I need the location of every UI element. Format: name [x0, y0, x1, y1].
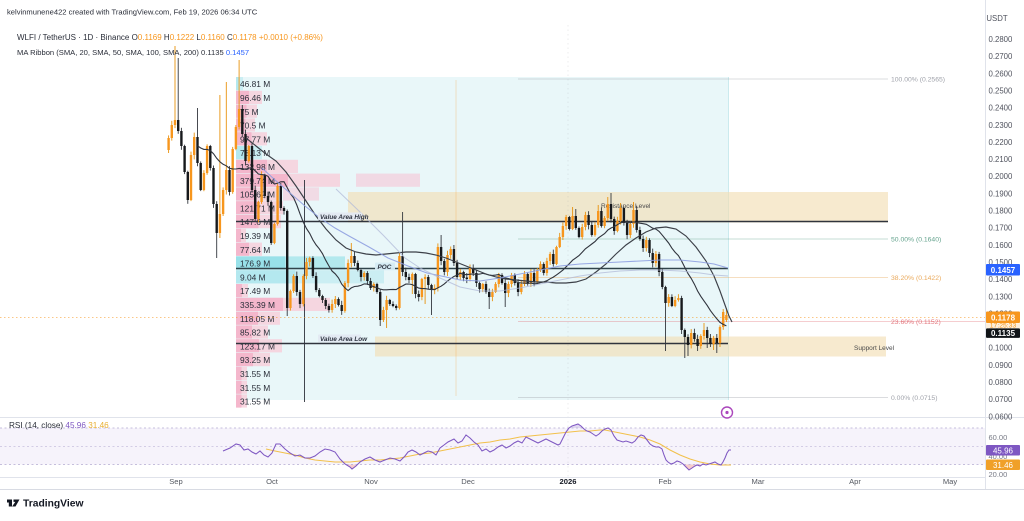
- svg-text:0.2600: 0.2600: [989, 69, 1014, 78]
- svg-text:Value Area Low: Value Area Low: [320, 336, 368, 343]
- svg-text:0.0800: 0.0800: [989, 378, 1014, 387]
- svg-text:17.49 M: 17.49 M: [240, 286, 270, 296]
- svg-text:0.0700: 0.0700: [989, 395, 1014, 404]
- svg-text:May: May: [943, 477, 958, 486]
- svg-text:Nov: Nov: [364, 477, 378, 486]
- svg-text:0.00% (0.0715): 0.00% (0.0715): [891, 395, 937, 402]
- svg-text:60.00: 60.00: [989, 433, 1008, 442]
- svg-text:132.98 M: 132.98 M: [240, 162, 275, 172]
- svg-text:POC: POC: [378, 264, 392, 271]
- svg-text:Support Level: Support Level: [854, 345, 895, 352]
- svg-text:0.2700: 0.2700: [989, 52, 1014, 61]
- svg-text:31.55 M: 31.55 M: [240, 383, 270, 393]
- svg-text:Resistance Level: Resistance Level: [601, 203, 651, 210]
- svg-text:50.00% (0.1640): 50.00% (0.1640): [891, 237, 941, 244]
- svg-text:Mar: Mar: [751, 477, 765, 486]
- svg-text:85.82 M: 85.82 M: [240, 328, 270, 338]
- svg-text:335.39 M: 335.39 M: [240, 300, 275, 310]
- svg-text:105.62 M: 105.62 M: [240, 190, 275, 200]
- svg-text:TradingView: TradingView: [23, 499, 84, 510]
- svg-text:0.2200: 0.2200: [989, 138, 1014, 147]
- svg-text:75 M: 75 M: [240, 107, 259, 117]
- svg-text:Value Area High: Value Area High: [320, 214, 369, 221]
- svg-text:0.2300: 0.2300: [989, 121, 1014, 130]
- svg-text:20.00: 20.00: [989, 470, 1008, 479]
- svg-text:123.17 M: 123.17 M: [240, 341, 275, 351]
- svg-text:0.1800: 0.1800: [989, 207, 1014, 216]
- svg-text:0.0600: 0.0600: [989, 412, 1014, 421]
- svg-text:0.1457: 0.1457: [991, 266, 1016, 275]
- svg-text:176.9 M: 176.9 M: [240, 259, 270, 269]
- svg-text:Feb: Feb: [658, 477, 671, 486]
- svg-text:0.1300: 0.1300: [989, 292, 1014, 301]
- svg-text:Sep: Sep: [169, 477, 183, 486]
- svg-text:USDT: USDT: [986, 14, 1007, 23]
- svg-text:97.77 M: 97.77 M: [240, 134, 270, 144]
- svg-text:73.13 M: 73.13 M: [240, 148, 270, 158]
- svg-text:379.74 M: 379.74 M: [240, 176, 275, 186]
- svg-text:118.05 M: 118.05 M: [240, 314, 274, 324]
- svg-text:0.1600: 0.1600: [989, 241, 1014, 250]
- svg-text:RSI (14, close) 45.96 31.46: RSI (14, close) 45.96 31.46: [9, 421, 109, 430]
- svg-text:Apr: Apr: [849, 477, 861, 486]
- svg-text:MA Ribbon (SMA, 20, SMA, 50, S: MA Ribbon (SMA, 20, SMA, 50, SMA, 100, S…: [17, 48, 249, 57]
- svg-text:17:25:33: 17:25:33: [990, 323, 1017, 330]
- svg-text:0.2000: 0.2000: [989, 172, 1014, 181]
- svg-text:38.20% (0.1422): 38.20% (0.1422): [891, 275, 941, 282]
- svg-text:Oct: Oct: [266, 477, 279, 486]
- svg-text:kelvinmunene422 created with T: kelvinmunene422 created with TradingView…: [7, 8, 258, 17]
- svg-text:31.55 M: 31.55 M: [240, 397, 270, 407]
- svg-text:45.96: 45.96: [993, 447, 1014, 456]
- svg-text:0.1500: 0.1500: [989, 258, 1014, 267]
- svg-text:31.55 M: 31.55 M: [240, 369, 270, 379]
- svg-text:9.04 M: 9.04 M: [240, 272, 266, 282]
- svg-text:23.60% (0.1152): 23.60% (0.1152): [891, 319, 941, 326]
- svg-text:70.5 M: 70.5 M: [240, 121, 266, 131]
- svg-text:96.46 M: 96.46 M: [240, 93, 270, 103]
- svg-text:0.0900: 0.0900: [989, 361, 1014, 370]
- svg-text:19.39 M: 19.39 M: [240, 231, 270, 241]
- svg-text:Dec: Dec: [461, 477, 475, 486]
- svg-text:0.2500: 0.2500: [989, 87, 1014, 96]
- svg-text:100.00% (0.2565): 100.00% (0.2565): [891, 77, 945, 84]
- svg-text:77.64 M: 77.64 M: [240, 245, 270, 255]
- svg-text:0.1178: 0.1178: [991, 314, 1016, 323]
- svg-text:0.2100: 0.2100: [989, 155, 1014, 164]
- svg-text:0.1135: 0.1135: [991, 329, 1016, 338]
- svg-text:40.00: 40.00: [989, 452, 1008, 461]
- svg-text:0.1400: 0.1400: [989, 275, 1014, 284]
- svg-text:0.2400: 0.2400: [989, 104, 1014, 113]
- svg-text:2026: 2026: [560, 477, 577, 486]
- svg-text:0.1700: 0.1700: [989, 224, 1014, 233]
- svg-text:0.1900: 0.1900: [989, 189, 1014, 198]
- svg-text:WLFI / TetherUS · 1D · Binance: WLFI / TetherUS · 1D · Binance O0.1169 H…: [17, 33, 323, 42]
- svg-text:0.2800: 0.2800: [989, 35, 1014, 44]
- svg-text:93.25 M: 93.25 M: [240, 355, 270, 365]
- svg-text:0.1000: 0.1000: [989, 344, 1014, 353]
- svg-text:31.46: 31.46: [993, 461, 1014, 470]
- svg-text:46.81 M: 46.81 M: [240, 79, 270, 89]
